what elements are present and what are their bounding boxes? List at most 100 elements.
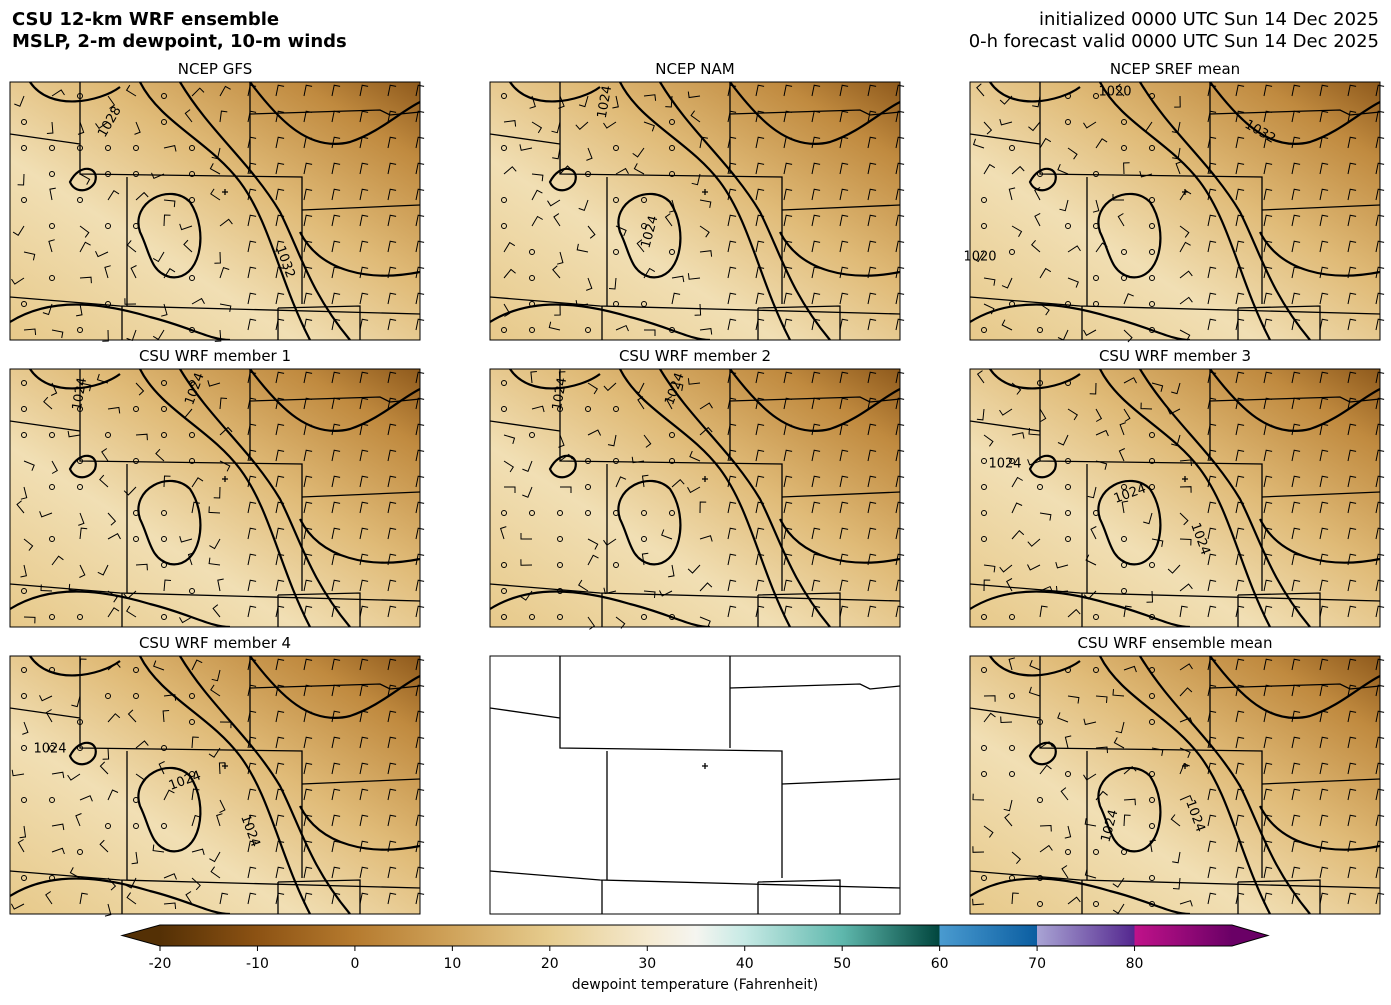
calm-wind bbox=[1149, 145, 1155, 151]
wind-barb bbox=[331, 762, 341, 775]
wind-barb bbox=[895, 84, 905, 97]
wind-barb bbox=[839, 110, 849, 123]
wind-barb bbox=[1151, 382, 1164, 392]
wind-barb bbox=[839, 501, 849, 514]
wind-barb bbox=[811, 188, 821, 201]
wind-barb bbox=[1319, 214, 1329, 227]
wind-barb bbox=[1179, 605, 1188, 618]
wind-barb bbox=[415, 397, 425, 410]
wind-barb bbox=[1347, 501, 1357, 514]
wind-barb bbox=[1112, 877, 1125, 888]
calm-wind bbox=[529, 614, 535, 620]
wind-barb bbox=[578, 199, 589, 212]
wind-barb bbox=[1375, 736, 1385, 749]
wind-barb bbox=[359, 475, 369, 488]
wind-barb bbox=[275, 840, 285, 853]
calm-wind bbox=[1065, 223, 1071, 229]
wind-barb bbox=[303, 579, 313, 592]
wind-barb bbox=[1375, 449, 1385, 462]
wind-barb bbox=[211, 669, 221, 682]
wind-barb bbox=[1347, 684, 1357, 697]
panel-title: NCEP GFS bbox=[178, 60, 253, 78]
wind-barb bbox=[303, 110, 313, 123]
wind-barb bbox=[1095, 790, 1108, 801]
calm-wind bbox=[1009, 614, 1015, 620]
calm-wind bbox=[585, 327, 591, 333]
wind-barb bbox=[1174, 95, 1181, 108]
wind-barb bbox=[520, 590, 533, 601]
wind-barb bbox=[331, 318, 341, 331]
wind-barb bbox=[1207, 84, 1217, 97]
wind-barb bbox=[1263, 892, 1273, 905]
wind-barb bbox=[331, 788, 341, 801]
wind-barb bbox=[1235, 240, 1245, 253]
wind-barb bbox=[1179, 663, 1193, 671]
wind-barb bbox=[303, 84, 313, 97]
panel-frame bbox=[9, 655, 421, 915]
wind-barb bbox=[1092, 199, 1100, 213]
wind-barb bbox=[783, 527, 793, 540]
wind-barb bbox=[214, 329, 222, 342]
wind-barb bbox=[1008, 657, 1016, 671]
panel-title: CSU WRF ensemble mean bbox=[1077, 634, 1272, 652]
wind-barb bbox=[387, 605, 397, 618]
wind-barb bbox=[163, 789, 175, 801]
wind-barb bbox=[1027, 538, 1041, 547]
wind-barb bbox=[247, 658, 257, 671]
calm-wind bbox=[189, 771, 195, 777]
wind-barb bbox=[558, 95, 565, 109]
wind-barb bbox=[1011, 502, 1023, 514]
wind-barb bbox=[213, 486, 221, 499]
wind-barb bbox=[275, 892, 285, 905]
wind-barb bbox=[247, 892, 257, 905]
calm-wind bbox=[1037, 797, 1043, 803]
wind-barb bbox=[1319, 658, 1329, 671]
wind-barb bbox=[603, 587, 617, 595]
wind-barb bbox=[531, 405, 545, 413]
wind-barb bbox=[275, 736, 285, 749]
wind-barb bbox=[895, 266, 905, 279]
wind-barb bbox=[867, 240, 877, 253]
wind-barb bbox=[811, 605, 821, 618]
wind-barb bbox=[1319, 188, 1329, 201]
wind-barb bbox=[548, 321, 561, 331]
colorbar-outline bbox=[120, 924, 1270, 947]
wind-barb bbox=[1001, 277, 1013, 289]
calm-wind bbox=[613, 458, 619, 464]
wind-barb bbox=[727, 266, 737, 279]
wind-barb bbox=[163, 475, 171, 488]
wind-barb bbox=[51, 847, 65, 855]
wind-barb bbox=[1167, 408, 1181, 415]
wind-barb bbox=[867, 292, 877, 305]
wind-barb bbox=[519, 144, 533, 151]
wind-barb bbox=[179, 616, 193, 624]
wind-barb bbox=[504, 486, 516, 493]
wind-barb bbox=[1291, 605, 1301, 618]
wind-barb bbox=[107, 512, 117, 526]
wind-barb bbox=[303, 423, 313, 436]
wind-barb bbox=[95, 121, 109, 129]
wind-barb bbox=[972, 138, 985, 149]
wind-barb bbox=[1207, 371, 1217, 384]
calm-wind bbox=[1065, 458, 1071, 464]
wind-barb bbox=[1235, 162, 1245, 175]
wind-barb bbox=[1028, 121, 1041, 132]
panel-title: CSU WRF member 3 bbox=[1099, 347, 1251, 365]
contour-label: 1024 bbox=[550, 376, 571, 411]
wind-barb bbox=[1347, 188, 1357, 201]
calm-wind bbox=[133, 171, 139, 177]
calm-wind bbox=[1149, 771, 1155, 777]
wind-barb bbox=[1375, 762, 1385, 775]
wind-barb bbox=[1347, 214, 1357, 227]
wind-barb bbox=[1291, 449, 1301, 462]
wind-barb bbox=[219, 266, 230, 279]
wind-barb bbox=[247, 553, 257, 566]
wind-barb bbox=[976, 370, 985, 384]
wind-barb bbox=[211, 147, 221, 160]
wind-barb bbox=[51, 555, 64, 566]
wind-barb bbox=[531, 121, 543, 134]
calm-wind bbox=[105, 693, 111, 699]
